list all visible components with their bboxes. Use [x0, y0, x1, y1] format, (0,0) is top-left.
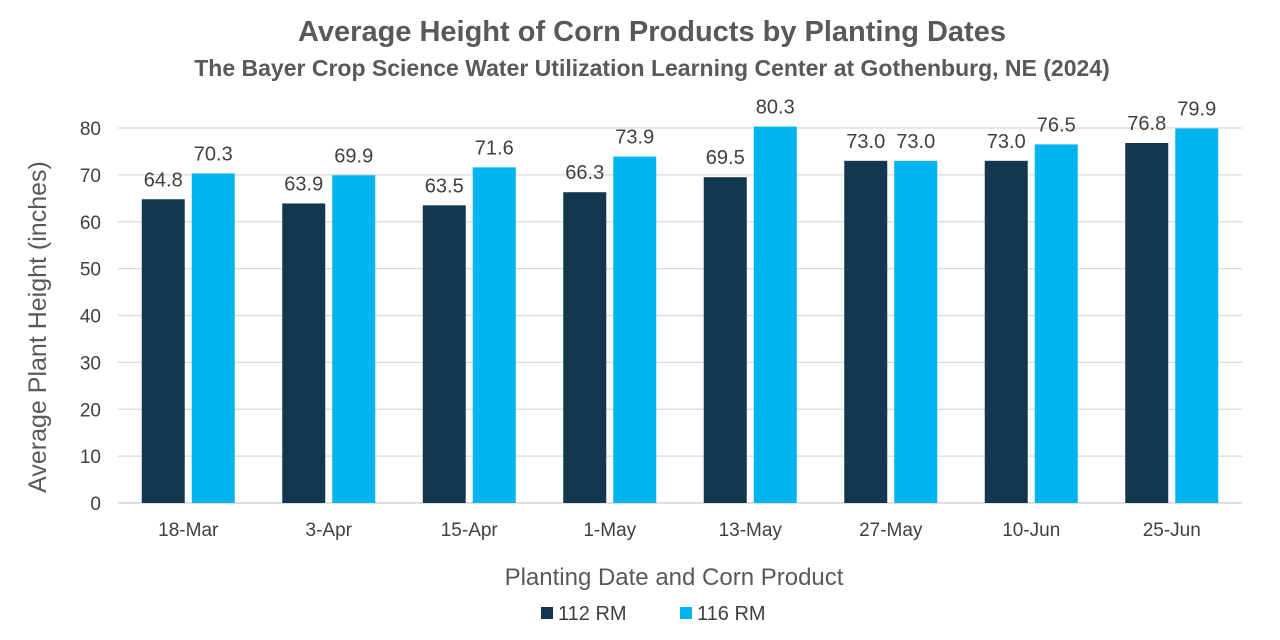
bar-112rm: [563, 192, 607, 503]
y-tick-label: 0: [90, 494, 101, 515]
y-tick-label: 50: [80, 260, 101, 281]
x-tick-label: 10-Jun: [1002, 520, 1060, 541]
y-tick-label: 70: [80, 166, 101, 187]
bar-112rm: [141, 199, 185, 503]
data-label: 63.5: [425, 175, 464, 197]
bar-116rm: [613, 156, 657, 503]
data-label: 66.3: [565, 162, 604, 184]
x-tick-label: 27-May: [859, 520, 923, 541]
bar-116rm: [1034, 144, 1078, 503]
data-label: 73.0: [846, 131, 885, 153]
y-tick-label: 40: [80, 307, 101, 328]
bar-112rm: [282, 203, 326, 503]
x-tick-label: 18-Mar: [158, 520, 219, 541]
legend-label: 112 RM: [558, 603, 627, 625]
chart-title: Average Height of Corn Products by Plant…: [298, 16, 1006, 48]
legend-swatch: [680, 607, 692, 619]
y-axis-label: Average Plant Height (inches): [24, 161, 52, 493]
bar-112rm: [422, 205, 466, 503]
legend-label: 116 RM: [697, 603, 766, 625]
x-tick-label: 3-Apr: [306, 520, 353, 541]
bar-116rm: [753, 126, 797, 503]
x-axis-ticks: 18-Mar 3-Apr 15-Apr 1-May 13-May 27-May 10-Jun…: [158, 520, 1201, 541]
data-label: 63.9: [284, 173, 323, 195]
x-tick-label: 15-Apr: [441, 520, 499, 541]
data-label: 73.0: [987, 131, 1026, 153]
y-tick-label: 80: [80, 119, 101, 140]
bar-116rm: [332, 175, 376, 503]
x-tick-label: 25-Jun: [1143, 520, 1201, 541]
y-axis-ticks: 0 10 20 30 40 50 60 70 80: [80, 119, 101, 515]
data-label: 70.3: [194, 143, 233, 165]
data-label: 64.8: [144, 169, 183, 191]
bars: [141, 126, 1219, 503]
y-tick-label: 60: [80, 213, 101, 234]
y-tick-label: 30: [80, 353, 101, 374]
bar-116rm: [472, 167, 516, 503]
y-tick-label: 20: [80, 400, 101, 421]
bar-116rm: [191, 173, 235, 503]
legend: 112 RM 116 RM: [541, 603, 766, 625]
data-label: 73.9: [615, 127, 654, 149]
data-labels: 64.8 70.3 63.9 69.9 63.5 71.6 66.3 73.9 69.5 80.3…: [144, 97, 1216, 198]
legend-swatch: [541, 607, 553, 619]
data-label: 76.8: [1127, 113, 1166, 135]
x-axis-label: Planting Date and Corn Product: [505, 564, 844, 591]
y-tick-label: 10: [80, 447, 101, 468]
data-label: 73.0: [896, 131, 935, 153]
x-tick-label: 13-May: [719, 520, 783, 541]
bar-112rm: [984, 160, 1028, 503]
bar-112rm: [844, 160, 888, 503]
data-label: 69.9: [334, 145, 373, 167]
bar-112rm: [1125, 143, 1169, 503]
chart-subtitle: The Bayer Crop Science Water Utilization…: [194, 55, 1110, 81]
data-label: 69.5: [706, 147, 745, 169]
data-label: 79.9: [1177, 98, 1216, 120]
bar-112rm: [703, 177, 747, 503]
data-label: 71.6: [475, 137, 514, 159]
x-tick-label: 1-May: [583, 520, 636, 541]
data-label: 76.5: [1037, 114, 1076, 136]
data-label: 80.3: [756, 97, 795, 119]
bar-116rm: [894, 160, 938, 503]
bar-116rm: [1175, 128, 1219, 503]
